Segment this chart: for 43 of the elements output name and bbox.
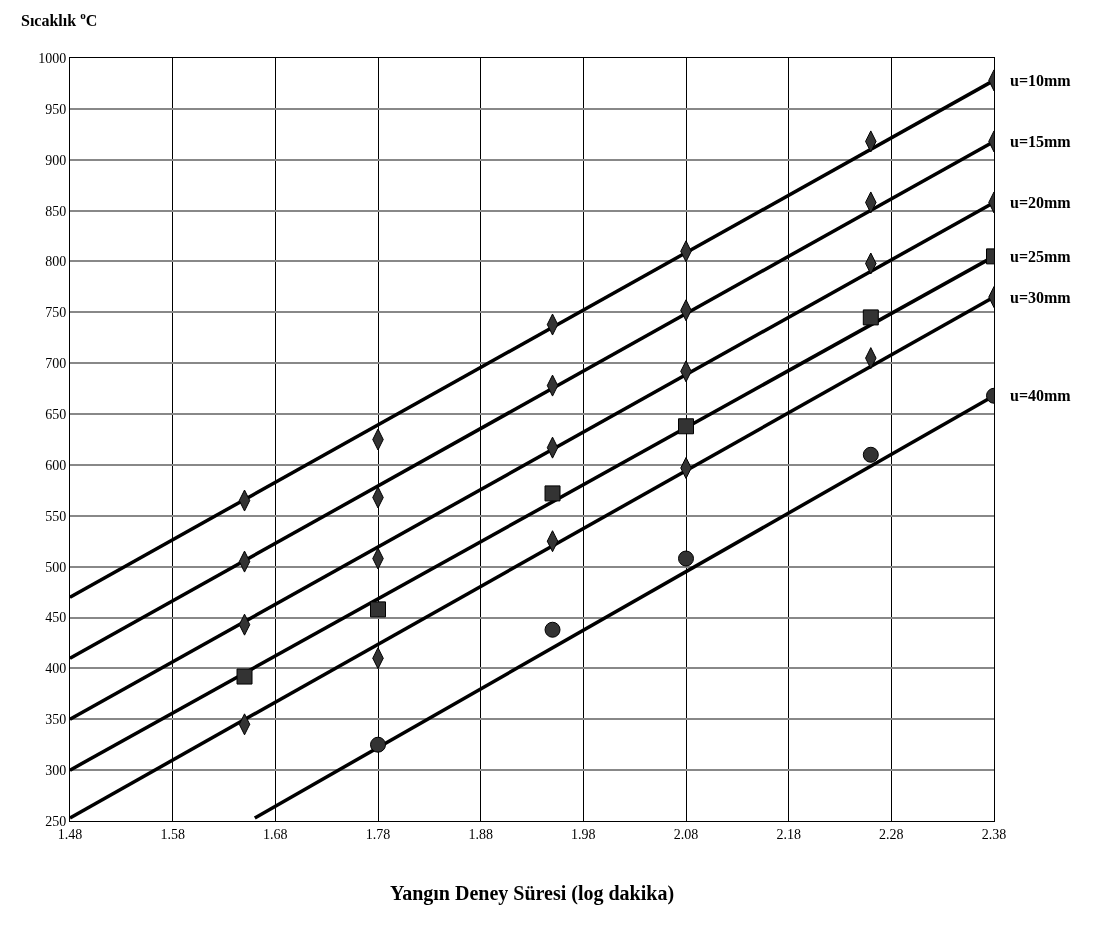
x-tick-label: 1.98	[571, 826, 596, 842]
x-axis-title: Yangın Deney Süresi (log dakika)	[389, 882, 675, 906]
x-tick-label: 2.28	[879, 826, 904, 842]
y-tick-label: 1000	[38, 50, 67, 66]
x-tick-label: 1.88	[468, 826, 493, 842]
x-tick-label: 2.18	[776, 826, 801, 842]
point	[862, 309, 879, 326]
y-tick-label: 900	[45, 152, 67, 168]
x-tick-label: 2.08	[673, 826, 699, 842]
series-label: u=30mm	[1010, 289, 1072, 306]
point	[544, 621, 561, 638]
y-tick-label: 950	[45, 101, 67, 117]
series-label: u=40mm	[1010, 387, 1072, 404]
y-tick-label: 750	[45, 305, 67, 321]
y-tick-label: 600	[45, 457, 67, 473]
point	[544, 485, 561, 502]
y-tick-label: 250	[45, 813, 67, 829]
y-tick-label: 500	[45, 559, 67, 575]
point	[370, 736, 386, 753]
x-tick-label: 2.38	[981, 826, 1007, 842]
y-tick-label: 300	[45, 763, 67, 779]
x-tick-label: 1.58	[160, 826, 185, 842]
y-tick-label: 350	[45, 712, 67, 728]
y-tick-label: 550	[45, 508, 67, 524]
series-label: u=10mm	[1010, 72, 1072, 89]
point	[862, 446, 879, 463]
y-tick-label: 450	[45, 610, 67, 626]
series-label: u=20mm	[1010, 194, 1072, 211]
point	[678, 418, 694, 435]
x-tick-label: 1.68	[263, 826, 288, 842]
point	[370, 601, 386, 618]
y-axis-title: Sıcaklık $^{o}$C	[21, 9, 98, 29]
y-tick-label: 800	[45, 254, 67, 270]
series-label: u=15mm	[1010, 133, 1072, 150]
y-tick-label: 650	[45, 406, 67, 422]
x-tick-label: 1.48	[57, 826, 83, 842]
point	[236, 668, 253, 685]
y-tick-label: 850	[45, 203, 67, 219]
x-tick-label: 1.78	[365, 826, 391, 842]
point	[678, 550, 694, 567]
y-tick-label: 400	[45, 661, 67, 677]
series-label: u=25mm	[1010, 248, 1072, 265]
y-tick-label: 700	[45, 356, 67, 372]
